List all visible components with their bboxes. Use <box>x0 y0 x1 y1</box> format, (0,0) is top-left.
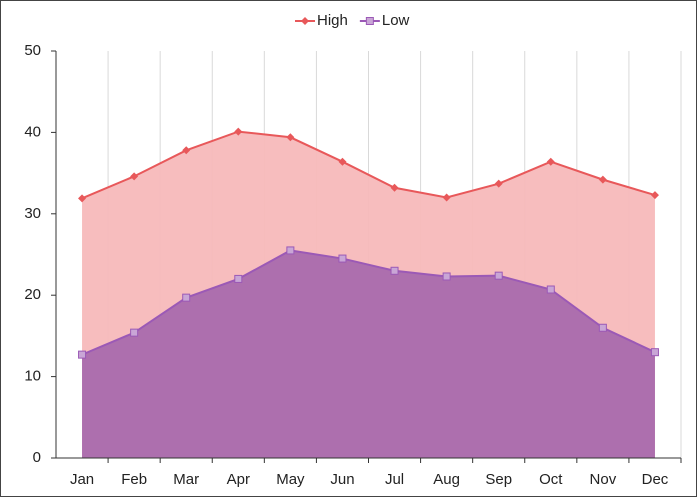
marker <box>546 157 555 166</box>
marker <box>130 328 139 337</box>
line <box>81 130 656 200</box>
x-tick-label: Sep <box>485 471 512 488</box>
marker <box>338 157 347 166</box>
marker <box>598 323 607 332</box>
y-tick-label: 30 <box>24 205 41 222</box>
marker <box>286 133 295 142</box>
x-tick-label: Aug <box>433 471 460 488</box>
x-tick-label: Jul <box>385 471 404 488</box>
legend-marker <box>301 17 309 25</box>
x-tick-label: Nov <box>590 471 617 488</box>
marker <box>286 246 295 255</box>
x-tick-label: Dec <box>642 471 669 488</box>
marker <box>390 266 399 275</box>
x-tick-label: Jan <box>70 471 94 488</box>
marker <box>78 194 87 203</box>
y-tick-label: 10 <box>24 368 41 385</box>
y-tick-label: 40 <box>24 123 41 140</box>
y-tick-label: 50 <box>24 42 41 59</box>
marker <box>234 127 243 136</box>
marker <box>650 348 659 357</box>
legend-marker <box>365 17 374 25</box>
line <box>81 249 656 356</box>
y-tick-label: 20 <box>24 286 41 303</box>
x-tick-label: Mar <box>173 471 199 488</box>
marker <box>546 285 555 294</box>
marker <box>442 272 451 281</box>
marker <box>494 179 503 188</box>
x-tick-label: Feb <box>121 471 147 488</box>
x-tick-label: Jun <box>330 471 354 488</box>
legend-label: Low <box>382 12 410 29</box>
marker <box>390 183 399 192</box>
x-tick-label: Oct <box>539 471 563 488</box>
marker <box>182 146 191 155</box>
marker <box>182 293 191 302</box>
marker <box>338 254 347 263</box>
marker <box>442 193 451 202</box>
area <box>82 250 655 458</box>
legend-label: High <box>317 12 348 29</box>
x-tick-label: Apr <box>227 471 250 488</box>
marker <box>78 350 87 359</box>
y-tick-label: 0 <box>33 449 41 466</box>
marker <box>234 274 243 283</box>
marker <box>650 191 659 200</box>
marker <box>598 175 607 184</box>
marker <box>494 271 503 280</box>
marker <box>130 172 139 181</box>
x-tick-label: May <box>276 471 305 488</box>
